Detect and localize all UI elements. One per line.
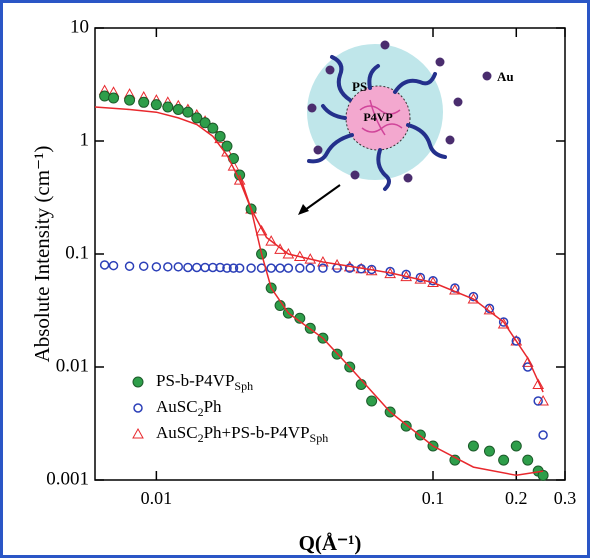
x-tick-label: 0.2 xyxy=(505,488,528,508)
data-point xyxy=(124,94,136,106)
data-point xyxy=(255,224,268,236)
data-point xyxy=(537,469,549,481)
data-point xyxy=(221,140,233,152)
legend-label: AuSC2Ph+PS-b-P4VPSph xyxy=(156,423,328,445)
x-tick-label: 0.3 xyxy=(554,488,577,508)
y-axis-title: Absolute Intensity (cm⁻¹) xyxy=(30,146,54,363)
inset-label: PS xyxy=(352,79,367,94)
data-point xyxy=(246,263,256,273)
data-point xyxy=(521,356,534,367)
y-tick-label: 0.01 xyxy=(56,355,89,376)
arrow-shaft xyxy=(304,184,341,211)
x-tick-label: 0.1 xyxy=(422,488,445,508)
data-point xyxy=(533,396,543,406)
inset-diagram: PS P4VP Au xyxy=(298,40,514,215)
data-point xyxy=(497,318,510,329)
data-point xyxy=(283,263,294,273)
legend-label: AuSC2Ph xyxy=(156,397,222,419)
fit-line xyxy=(238,174,544,477)
legend-marker xyxy=(133,403,143,413)
data-point xyxy=(537,394,549,406)
data-point xyxy=(282,247,295,259)
data-point xyxy=(532,378,545,390)
data-point xyxy=(522,454,534,466)
data-point xyxy=(344,263,355,273)
data-point xyxy=(162,101,174,113)
data-point xyxy=(318,263,328,273)
points xyxy=(98,84,549,481)
inset-label: P4VP xyxy=(363,110,392,124)
data-point xyxy=(227,160,240,171)
data-point xyxy=(138,261,149,271)
data-point xyxy=(108,92,120,104)
data-point xyxy=(498,317,509,327)
legend-marker xyxy=(132,376,144,388)
data-point xyxy=(467,440,479,452)
y-tick-label: 10 xyxy=(70,16,89,37)
x-axis-title: Q(Å⁻¹) xyxy=(299,531,362,555)
data-point xyxy=(214,130,226,142)
data-point xyxy=(138,96,150,108)
data-point xyxy=(366,395,378,407)
data-point xyxy=(150,99,162,111)
data-point xyxy=(415,272,426,283)
inset-label: Au xyxy=(497,69,514,84)
data-point xyxy=(511,336,522,346)
y-tick-label: 0.1 xyxy=(65,242,89,263)
data-point xyxy=(401,269,411,280)
y-tick-label: 0.001 xyxy=(46,468,89,489)
data-point xyxy=(498,454,510,466)
legend-marker xyxy=(132,427,144,439)
data-point xyxy=(234,263,245,273)
x-tick-label: 0.01 xyxy=(141,488,173,508)
data-point xyxy=(191,112,203,124)
data-point xyxy=(428,275,438,286)
data-point xyxy=(151,262,162,272)
data-point xyxy=(182,106,194,118)
data-point xyxy=(510,440,522,452)
data-point xyxy=(99,260,110,270)
data-point xyxy=(266,263,276,273)
y-tick-label: 1 xyxy=(80,129,90,150)
data-point xyxy=(265,235,278,246)
data-point xyxy=(163,262,173,272)
data-point xyxy=(99,90,111,102)
data-point xyxy=(449,283,461,295)
data-point xyxy=(215,262,225,273)
data-point xyxy=(305,263,316,273)
data-point xyxy=(295,263,305,273)
data-point xyxy=(228,263,239,273)
data-point xyxy=(483,445,495,457)
data-point xyxy=(172,104,184,116)
fit-line xyxy=(94,106,544,393)
data-point xyxy=(108,260,119,271)
data-point xyxy=(183,262,193,273)
arrow-head xyxy=(298,204,309,215)
data-point xyxy=(222,263,232,273)
legend-label: PS-b-P4VPSph xyxy=(156,371,253,393)
data-point xyxy=(173,262,184,272)
gold-particles xyxy=(307,40,492,183)
polymer-chains xyxy=(307,55,447,191)
data-point xyxy=(538,430,548,440)
data-point xyxy=(207,122,219,134)
core-chains xyxy=(359,99,403,136)
data-point xyxy=(199,117,211,129)
data-point xyxy=(124,261,135,271)
